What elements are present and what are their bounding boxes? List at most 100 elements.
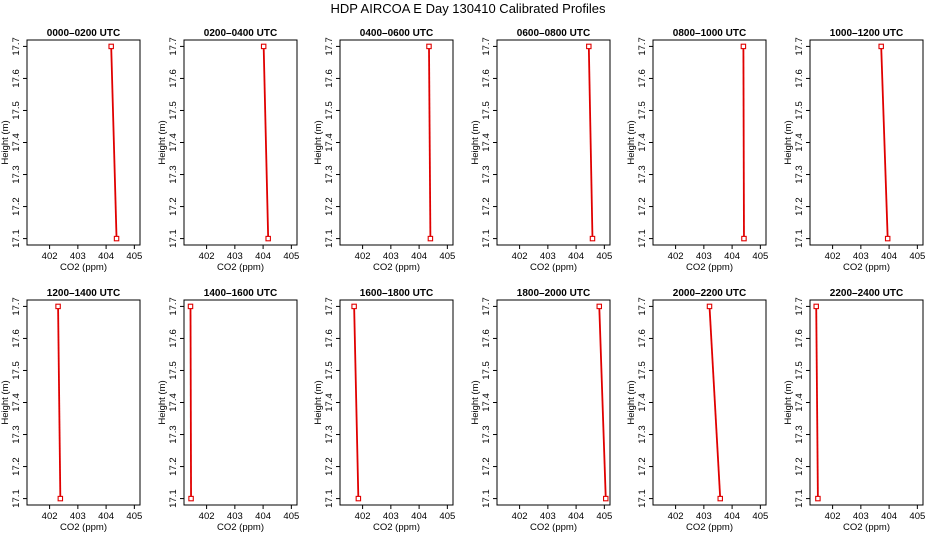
- y-tick-label: 17.4: [794, 393, 805, 412]
- data-point-marker: [57, 495, 64, 502]
- y-tick-label: 17.4: [11, 393, 22, 412]
- data-point-marker: [884, 235, 891, 242]
- profile-panel: 1800–2000 UTC 402 403 404 405 17.1 17.2 17.3 17.…: [470, 288, 612, 533]
- x-tick-label: 405: [909, 251, 925, 262]
- x-tick-label: 402: [355, 511, 371, 522]
- profile-panel: 0400–0600 UTC 402 403 404 405 17.1 17.2 17.3 17.…: [313, 28, 455, 273]
- y-tick-label: 17.3: [481, 425, 492, 444]
- x-axis-label: CO2 (ppm): [686, 262, 733, 273]
- y-tick-label: 17.1: [481, 229, 492, 248]
- y-tick-label: 17.7: [637, 37, 648, 56]
- x-tick-label: 405: [283, 251, 299, 262]
- y-tick-label: 17.5: [324, 361, 335, 380]
- plot-frame: [496, 299, 611, 506]
- x-tick-label: 402: [199, 251, 215, 262]
- y-tick-label: 17.7: [324, 297, 335, 316]
- profile-panel: 0200–0400 UTC 402 403 404 405 17.1 17.2 17.3 17.…: [157, 28, 299, 273]
- x-tick-label: 405: [596, 251, 612, 262]
- x-tick-label: 404: [568, 251, 584, 262]
- y-tick-label: 17.6: [11, 329, 22, 348]
- x-tick-label: 402: [668, 511, 684, 522]
- x-tick-label: 404: [411, 251, 427, 262]
- plot-frame: [183, 299, 298, 506]
- y-tick-label: 17.1: [11, 229, 22, 248]
- y-tick-label: 17.3: [794, 425, 805, 444]
- y-tick-label: 17.7: [794, 37, 805, 56]
- x-tick-label: 405: [283, 511, 299, 522]
- y-tick-label: 17.1: [324, 489, 335, 508]
- y-tick-label: 17.7: [11, 37, 22, 56]
- plot-frame: [26, 39, 141, 246]
- y-axis-label: Height (m): [157, 380, 168, 424]
- y-tick-label: 17.4: [637, 133, 648, 152]
- x-tick-label: 405: [439, 511, 455, 522]
- y-tick-label: 17.4: [11, 133, 22, 152]
- x-tick-label: 404: [724, 511, 740, 522]
- y-tick-label: 17.5: [794, 361, 805, 380]
- x-tick-label: 403: [540, 251, 556, 262]
- panel-title: 1200–1400 UTC: [47, 288, 120, 299]
- panel-title: 1600–1800 UTC: [360, 288, 433, 299]
- y-tick-label: 17.1: [481, 489, 492, 508]
- y-axis-label: Height (m): [470, 120, 481, 164]
- x-tick-label: 403: [853, 251, 869, 262]
- x-tick-label: 405: [596, 511, 612, 522]
- x-tick-label: 404: [98, 251, 114, 262]
- x-tick-label: 404: [411, 511, 427, 522]
- panel-title: 0200–0400 UTC: [204, 28, 277, 39]
- x-tick-label: 402: [355, 251, 371, 262]
- x-tick-label: 404: [255, 511, 271, 522]
- data-point-marker: [589, 235, 596, 242]
- profile-line: [353, 306, 360, 499]
- y-tick-label: 17.5: [168, 361, 179, 380]
- x-tick-label: 403: [853, 511, 869, 522]
- y-tick-label: 17.5: [637, 101, 648, 120]
- y-tick-label: 17.4: [324, 393, 335, 412]
- y-tick-label: 17.3: [324, 165, 335, 184]
- y-tick-label: 17.6: [481, 69, 492, 88]
- x-tick-label: 402: [512, 251, 528, 262]
- plot-frame: [652, 39, 767, 246]
- y-tick-label: 17.3: [794, 165, 805, 184]
- x-tick-label: 402: [42, 251, 58, 262]
- y-axis-label: Height (m): [157, 120, 168, 164]
- x-tick-label: 403: [383, 511, 399, 522]
- x-axis-label: CO2 (ppm): [843, 522, 890, 533]
- x-tick-label: 403: [696, 251, 712, 262]
- y-tick-label: 17.5: [11, 361, 22, 380]
- x-axis-label: CO2 (ppm): [373, 262, 420, 273]
- x-tick-label: 404: [568, 511, 584, 522]
- x-tick-label: 403: [540, 511, 556, 522]
- x-tick-label: 405: [752, 251, 768, 262]
- data-point-marker: [260, 43, 267, 50]
- y-tick-label: 17.6: [168, 69, 179, 88]
- data-point-marker: [717, 495, 723, 502]
- data-point-marker: [108, 43, 114, 50]
- y-tick-label: 17.3: [637, 425, 648, 444]
- y-axis-label: Height (m): [626, 380, 637, 424]
- y-tick-label: 17.6: [637, 329, 648, 348]
- x-tick-label: 404: [98, 511, 114, 522]
- y-tick-label: 17.2: [168, 457, 179, 476]
- x-tick-label: 402: [512, 511, 528, 522]
- y-tick-label: 17.3: [481, 165, 492, 184]
- data-point-marker: [427, 235, 434, 242]
- data-point-marker: [113, 235, 120, 242]
- x-axis-label: CO2 (ppm): [373, 522, 420, 533]
- x-axis-label: CO2 (ppm): [530, 262, 577, 273]
- y-tick-label: 17.1: [168, 489, 179, 508]
- x-tick-label: 404: [255, 251, 271, 262]
- y-tick-label: 17.6: [168, 329, 179, 348]
- y-tick-label: 17.1: [637, 229, 648, 248]
- y-axis-label: Height (m): [313, 380, 324, 424]
- y-tick-label: 17.6: [324, 69, 335, 88]
- x-tick-label: 405: [439, 251, 455, 262]
- x-tick-label: 402: [825, 251, 841, 262]
- y-tick-label: 17.2: [168, 197, 179, 216]
- y-tick-label: 17.5: [794, 101, 805, 120]
- y-tick-label: 17.5: [481, 361, 492, 380]
- profile-panel: 1600–1800 UTC 402 403 404 405 17.1 17.2 17.3 17.…: [313, 288, 455, 533]
- y-tick-label: 17.3: [168, 165, 179, 184]
- x-tick-label: 403: [70, 511, 86, 522]
